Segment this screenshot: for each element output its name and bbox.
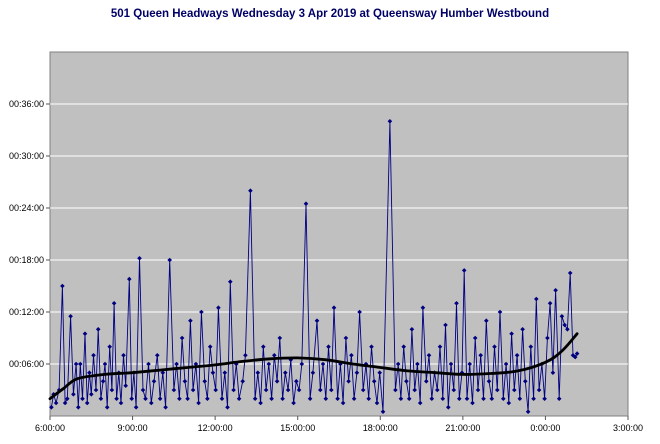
x-tick-label: 12:00:00 [198, 423, 233, 433]
y-tick-label: 00:06:00 [9, 359, 44, 369]
x-tick-label: 15:00:00 [280, 423, 315, 433]
chart-title: 501 Queen Headways Wednesday 3 Apr 2019 … [110, 8, 550, 20]
y-tick-label: 00:12:00 [9, 307, 44, 317]
y-tick-label: 00:18:00 [9, 255, 44, 265]
x-axis-labels: 6:00:00 9:00:00 12:00:00 15:00:00 18:00:00 21… [35, 416, 643, 433]
x-tick-label: 3:00:00 [613, 423, 643, 433]
y-tick-label: 00:30:00 [9, 151, 44, 161]
y-axis-labels: 00:06:00 00:12:00 00:18:00 00:24:00 00:30:00… [9, 99, 50, 369]
x-tick-label: 21:00:00 [445, 423, 480, 433]
x-tick-label: 9:00:00 [118, 423, 148, 433]
x-tick-label: 0:00:00 [530, 423, 560, 433]
scatter-series [49, 119, 580, 414]
y-tick-label: 00:24:00 [9, 203, 44, 213]
x-tick-label: 6:00:00 [35, 423, 65, 433]
trend-line [48, 332, 579, 401]
y-tick-label: 00:36:00 [9, 99, 44, 109]
x-tick-label: 18:00:00 [363, 423, 398, 433]
